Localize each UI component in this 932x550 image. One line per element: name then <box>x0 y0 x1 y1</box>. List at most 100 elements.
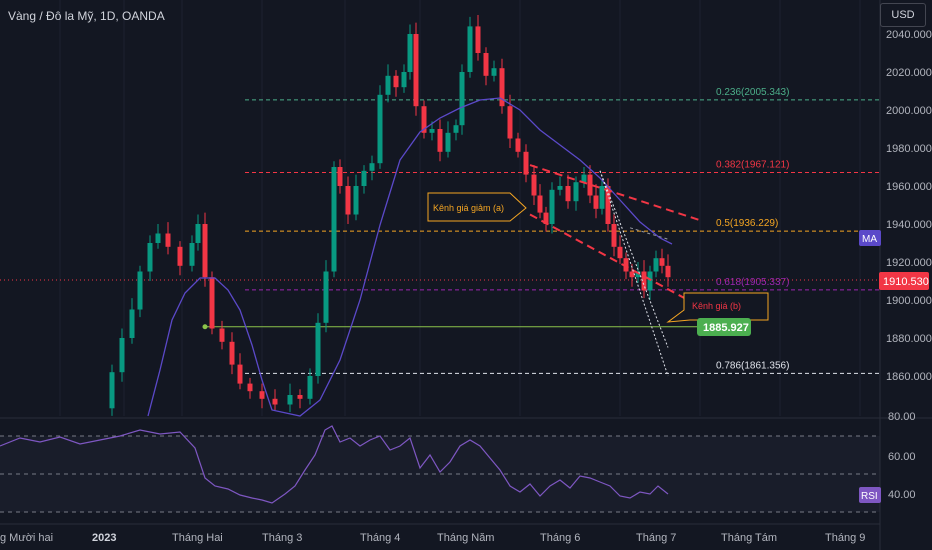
price-tick: 1920.000 <box>886 257 932 269</box>
candle-body <box>659 258 665 266</box>
candle-body <box>641 271 647 291</box>
rsi-badge-text: RSI <box>861 491 878 502</box>
price-tick: 2020.000 <box>886 67 932 79</box>
time-label: Tháng 6 <box>540 532 580 544</box>
candle-body <box>507 106 513 139</box>
candle-body <box>331 167 337 272</box>
currency-button[interactable]: USD <box>880 3 926 27</box>
candle-body <box>229 341 235 365</box>
candle-body <box>407 34 413 72</box>
candle-body <box>129 309 135 338</box>
candle-body <box>165 233 171 247</box>
candle-body <box>593 195 599 209</box>
channel-b-right <box>599 170 669 348</box>
candle-body <box>361 170 367 186</box>
time-label: Tháng Tám <box>721 532 777 544</box>
price-tick: 1980.000 <box>886 143 932 155</box>
candle-body <box>209 277 215 329</box>
channel-b-top <box>629 227 669 240</box>
candle-body <box>147 243 153 272</box>
candle-body <box>531 174 537 196</box>
candle-body <box>653 258 659 272</box>
candle-body <box>445 132 451 152</box>
candle-body <box>629 271 635 278</box>
candle-body <box>523 151 529 175</box>
candle-body <box>573 182 579 202</box>
candle-body <box>272 398 278 405</box>
candle-body <box>453 125 459 133</box>
candle-body <box>237 364 243 384</box>
candle-body <box>202 224 208 278</box>
candle-body <box>287 395 293 405</box>
level-badge-text: 1885.927 <box>703 322 749 334</box>
candle-body <box>475 26 481 53</box>
time-label: Tháng 7 <box>636 532 676 544</box>
candle-body <box>393 75 399 88</box>
candle-body <box>429 129 435 133</box>
candle-body <box>247 383 253 392</box>
level-anchor <box>202 324 208 330</box>
symbol-title: Vàng / Đô la Mỹ, 1D, OANDA <box>8 9 165 23</box>
candle-body <box>499 68 505 107</box>
price-tick: 1860.000 <box>886 371 932 383</box>
candle-body <box>491 68 497 76</box>
ma-badge-text: MA <box>862 234 877 245</box>
ma-line <box>147 97 673 417</box>
candle-body <box>177 246 183 266</box>
candle-body <box>665 265 671 278</box>
candle-body <box>467 26 473 72</box>
candle-body <box>483 53 489 76</box>
candle-body <box>549 189 555 224</box>
candle-body <box>195 224 201 243</box>
candle-body <box>353 186 359 215</box>
time-label: g Mười hai <box>0 532 53 544</box>
callout-b-box <box>666 292 769 323</box>
price-tick: 1960.000 <box>886 181 932 193</box>
candle-body <box>611 224 617 247</box>
candle-body <box>119 338 125 373</box>
candle-body <box>413 34 419 107</box>
ma-badge-bg <box>859 230 881 246</box>
price-tick: 1900.000 <box>886 295 932 307</box>
candle-body <box>437 129 443 152</box>
time-label: Tháng 4 <box>360 532 400 544</box>
candle-body <box>401 72 407 88</box>
fib-label: 0.618(1905.337) <box>716 277 789 288</box>
candle-body <box>377 94 383 164</box>
level-badge-bg <box>697 318 751 336</box>
candle-body <box>323 271 329 323</box>
rsi-tick: 80.00 <box>888 411 916 423</box>
price-tick: 1940.000 <box>886 219 932 231</box>
time-label: Tháng Hai <box>172 532 223 544</box>
fib-label: 0.5(1936.229) <box>716 218 778 229</box>
candle-body <box>315 322 321 376</box>
price-tick: 1880.000 <box>886 333 932 345</box>
candle-body <box>605 186 611 224</box>
rsi-line <box>0 425 669 504</box>
candle-body <box>647 271 653 291</box>
fib-label: 0.786(1861.356) <box>716 360 789 371</box>
rsi-badge-bg <box>859 487 881 503</box>
candle-body <box>565 186 571 202</box>
time-label: 2023 <box>92 532 116 544</box>
callout-a-text: Kênh giá giảm (a) <box>433 203 504 213</box>
callout-a-box <box>427 192 527 222</box>
candle-body <box>297 395 303 399</box>
candle-body <box>219 328 225 342</box>
candle-body <box>421 106 427 133</box>
time-label: Tháng Năm <box>437 532 494 544</box>
candle-body <box>617 246 623 259</box>
callout-b-text: Kênh giá (b) <box>692 301 741 311</box>
candle-body <box>307 376 313 399</box>
candle-body <box>543 212 549 224</box>
fib-label: 0.236(2005.343) <box>716 87 789 98</box>
candle-body <box>459 72 465 126</box>
channel-a-upper <box>529 164 701 222</box>
price-tick: 2000.000 <box>886 105 932 117</box>
candle-body <box>557 186 563 190</box>
candle-body <box>635 271 641 278</box>
last-price-badge-bg <box>879 272 929 290</box>
candle-body <box>581 174 587 183</box>
candle-body <box>587 174 593 196</box>
